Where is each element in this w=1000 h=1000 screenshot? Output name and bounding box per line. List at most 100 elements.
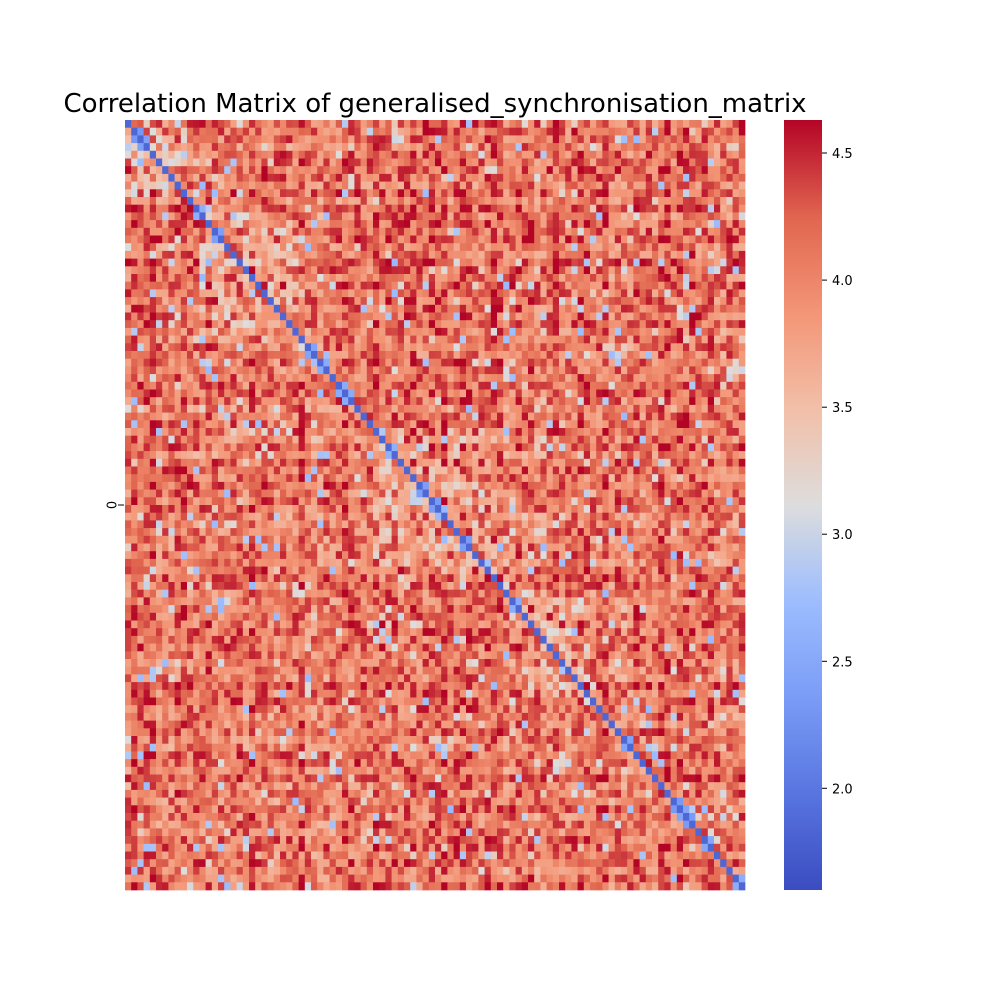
heatmap-cell — [695, 466, 702, 475]
heatmap-cell — [621, 166, 628, 175]
heatmap-cell — [571, 266, 578, 275]
heatmap-cell — [416, 127, 423, 136]
heatmap-cell — [298, 443, 306, 452]
heatmap-cell — [738, 489, 746, 498]
heatmap-cell — [497, 389, 504, 398]
heatmap-cell — [645, 189, 653, 198]
heatmap-cell — [391, 166, 399, 175]
heatmap-cell — [187, 451, 194, 460]
heatmap-cell — [521, 143, 529, 152]
heatmap-cell — [497, 374, 504, 383]
heatmap-cell — [249, 389, 256, 398]
heatmap-cell — [404, 320, 411, 329]
heatmap-cell — [391, 266, 399, 275]
heatmap-cell — [484, 320, 492, 329]
heatmap-cell — [385, 397, 392, 406]
heatmap-cell — [596, 197, 603, 206]
heatmap-cell — [410, 374, 417, 383]
heatmap-cell — [577, 381, 585, 390]
heatmap-cell — [391, 127, 399, 136]
heatmap-cell — [577, 327, 585, 336]
heatmap-cell — [373, 358, 380, 367]
heatmap-cell — [459, 266, 467, 275]
heatmap-cell — [707, 235, 715, 244]
heatmap-cell — [211, 320, 219, 329]
heatmap-cell — [738, 428, 746, 437]
heatmap-cell — [199, 120, 206, 129]
heatmap-cell — [174, 243, 182, 252]
heatmap-cell — [695, 358, 702, 367]
heatmap-cell — [441, 135, 448, 144]
heatmap-cell — [645, 289, 653, 298]
heatmap-cell — [236, 143, 244, 152]
heatmap-cell — [614, 212, 622, 221]
heatmap-cell — [534, 212, 541, 221]
heatmap-cell — [658, 227, 665, 236]
heatmap-cell — [726, 220, 733, 229]
heatmap-cell — [503, 358, 510, 367]
heatmap-cell — [621, 435, 628, 444]
heatmap-cell — [174, 289, 182, 298]
heatmap-cell — [422, 143, 430, 152]
heatmap-cell — [676, 274, 684, 283]
heatmap-cell — [596, 189, 603, 198]
heatmap-cell — [435, 474, 442, 483]
heatmap-cell — [267, 281, 275, 290]
heatmap-cell — [658, 235, 665, 244]
heatmap-cell — [528, 258, 535, 267]
heatmap-cell — [267, 274, 275, 283]
heatmap-cell — [472, 351, 479, 360]
heatmap-cell — [348, 327, 355, 336]
heatmap-cell — [497, 381, 504, 390]
heatmap-cell — [379, 374, 386, 383]
heatmap-cell — [298, 374, 306, 383]
heatmap-cell — [639, 173, 647, 182]
heatmap-cell — [515, 212, 523, 221]
heatmap-cell — [503, 135, 510, 144]
heatmap-cell — [602, 389, 609, 398]
heatmap-cell — [354, 250, 361, 259]
heatmap-cell — [385, 489, 392, 498]
heatmap-cell — [286, 289, 293, 298]
heatmap-cell — [280, 227, 287, 236]
heatmap-cell — [590, 143, 597, 152]
heatmap-cell — [701, 266, 709, 275]
heatmap-cell — [193, 143, 200, 152]
heatmap-cell — [323, 158, 330, 167]
heatmap-cell — [689, 443, 696, 452]
heatmap-cell — [732, 397, 740, 406]
heatmap-cell — [627, 220, 634, 229]
heatmap-cell — [670, 451, 678, 460]
heatmap-cell — [639, 343, 647, 352]
heatmap-cell — [323, 497, 330, 506]
heatmap-cell — [385, 304, 392, 313]
heatmap-cell — [689, 281, 696, 290]
heatmap-cell — [720, 166, 727, 175]
heatmap-cell — [732, 135, 740, 144]
heatmap-cell — [478, 428, 485, 437]
heatmap-cell — [515, 250, 523, 259]
heatmap-cell — [329, 404, 337, 413]
heatmap-cell — [255, 351, 262, 360]
heatmap-cell — [441, 404, 448, 413]
heatmap-cell — [292, 358, 299, 367]
heatmap-cell — [627, 428, 634, 437]
heatmap-cell — [683, 428, 690, 437]
heatmap-cell — [137, 227, 144, 236]
heatmap-cell — [137, 266, 144, 275]
heatmap-cell — [304, 181, 312, 190]
heatmap-cell — [546, 150, 554, 159]
heatmap-cell — [422, 227, 430, 236]
heatmap-cell — [453, 327, 461, 336]
heatmap-cell — [422, 297, 430, 306]
heatmap-cell — [720, 289, 727, 298]
heatmap-cell — [162, 281, 169, 290]
heatmap-cell — [695, 404, 702, 413]
heatmap-cell — [472, 258, 479, 267]
heatmap-cell — [373, 243, 380, 252]
heatmap-cell — [180, 466, 188, 475]
heatmap-cell — [490, 366, 498, 375]
heatmap-cell — [720, 481, 727, 490]
heatmap-cell — [503, 197, 510, 206]
heatmap-cell — [720, 497, 727, 506]
